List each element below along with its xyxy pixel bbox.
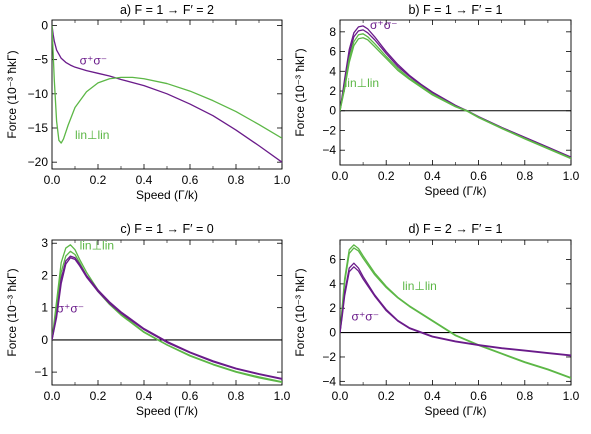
y-tick-label: 0 [41, 333, 48, 347]
series-annotation: σ⁺σ⁻ [370, 18, 397, 32]
y-tick-label: −2 [322, 350, 336, 364]
series-line-purple [52, 25, 282, 163]
series-line-green [340, 247, 571, 379]
x-tick-label: 0.6 [182, 173, 199, 187]
y-axis-label: Force (10⁻³ ħkΓ) [293, 268, 307, 356]
chart-title: a) F = 1 → F′ = 2 [120, 3, 214, 17]
x-tick-label: 1.0 [563, 389, 580, 403]
y-tick-label: 2 [329, 301, 336, 315]
chart-title: c) F = 1 → F′ = 0 [120, 222, 213, 236]
series-line-green [340, 33, 571, 159]
x-axis-label: Speed (Γ/k) [136, 188, 198, 202]
y-tick-label: −15 [28, 121, 49, 135]
x-tick-label: 1.0 [274, 173, 291, 187]
chart-panel-a: 0.0 0.2 0.4 0.6 0.8 1.0 0 −5 −10 −15 −20 σ⁺σ⁻ lin⊥li… [5, 3, 291, 202]
chart-panel-b: 0.0 0.2 0.4 0.6 0.8 1.0 8 6 4 2 0 −2 −4 σ⁺σ⁻ lin⊥lin b)… [293, 3, 580, 198]
series-line-purple [340, 266, 571, 357]
series-annotation: σ⁺σ⁻ [57, 302, 84, 316]
x-tick-label: 0.0 [44, 173, 61, 187]
x-axis-label: Speed (Γ/k) [425, 404, 487, 418]
plot-frame [51, 239, 283, 386]
y-tick-label: −1 [34, 365, 48, 379]
y-tick-label: 1 [41, 301, 48, 315]
series-line-purple [340, 25, 571, 158]
x-tick-label: 0.2 [90, 389, 107, 403]
x-tick-label: 0.6 [470, 169, 487, 183]
x-tick-label: 0.4 [136, 389, 153, 403]
series-annotation: lin⊥lin [402, 279, 436, 293]
y-tick-label: 0 [41, 18, 48, 32]
series-line-green [340, 37, 571, 160]
chart-title: d) F = 2 → F′ = 1 [408, 222, 502, 236]
series-line-purple [52, 257, 282, 380]
x-tick-label: 0.4 [424, 389, 441, 403]
y-tick-label: 8 [329, 25, 336, 39]
y-tick-label: −4 [322, 143, 336, 157]
y-axis-label: Force (10⁻³ ħkΓ) [5, 268, 19, 356]
x-tick-label: 1.0 [563, 169, 580, 183]
y-tick-label: 0 [329, 104, 336, 118]
y-tick-label: −5 [34, 53, 48, 67]
x-tick-label: 0.2 [378, 169, 395, 183]
series-annotation: lin⊥lin [80, 239, 114, 253]
y-tick-label: −4 [322, 374, 336, 388]
x-tick-label: 0.8 [228, 173, 245, 187]
x-tick-label: 0.6 [470, 389, 487, 403]
y-tick-label: 4 [329, 277, 336, 291]
x-tick-label: 0.0 [44, 389, 61, 403]
y-axis-label: Force (10⁻³ ħkΓ) [5, 50, 19, 138]
y-tick-label: −2 [322, 123, 336, 137]
x-tick-label: 0.0 [332, 169, 349, 183]
x-tick-label: 1.0 [274, 389, 291, 403]
x-tick-label: 0.2 [378, 389, 395, 403]
chart-panel-c: 0.0 0.2 0.4 0.6 0.8 1.0 3 2 1 0 −1 lin⊥lin σ⁺σ⁻ c) F … [5, 222, 291, 418]
series-annotation: lin⊥lin [345, 76, 379, 90]
x-tick-label: 0.6 [182, 389, 199, 403]
x-axis-label: Speed (Γ/k) [425, 184, 487, 198]
y-tick-label: 4 [329, 64, 336, 78]
series-line-green [52, 25, 282, 144]
x-tick-label: 0.8 [516, 169, 533, 183]
y-axis-label: Force (10⁻³ ħkΓ) [293, 48, 307, 136]
series-line-green [52, 244, 282, 383]
chart-panel-d: 0.0 0.2 0.4 0.6 0.8 1.0 6 4 2 0 −2 −4 lin⊥lin σ⁺σ⁻ d) … [293, 222, 580, 418]
y-tick-label: −20 [28, 155, 49, 169]
y-tick-label: 6 [329, 252, 336, 266]
x-tick-label: 0.4 [424, 169, 441, 183]
y-tick-label: −10 [28, 87, 49, 101]
series-annotation: lin⊥lin [75, 128, 109, 142]
x-axis-label: Speed (Γ/k) [136, 404, 198, 418]
x-tick-label: 0.8 [516, 389, 533, 403]
x-tick-label: 0.8 [228, 389, 245, 403]
y-tick-label: 3 [41, 236, 48, 250]
y-tick-label: 0 [329, 326, 336, 340]
y-tick-label: 2 [41, 268, 48, 282]
y-tick-label: 6 [329, 45, 336, 59]
chart-title: b) F = 1 → F′ = 1 [408, 3, 502, 17]
series-annotation: σ⁺σ⁻ [80, 53, 107, 67]
x-tick-label: 0.2 [90, 173, 107, 187]
y-tick-label: 2 [329, 84, 336, 98]
series-line-purple [52, 255, 282, 380]
x-tick-label: 0.4 [136, 173, 153, 187]
x-tick-label: 0.0 [332, 389, 349, 403]
series-line-purple [340, 29, 571, 159]
series-annotation: σ⁺σ⁻ [352, 309, 379, 323]
